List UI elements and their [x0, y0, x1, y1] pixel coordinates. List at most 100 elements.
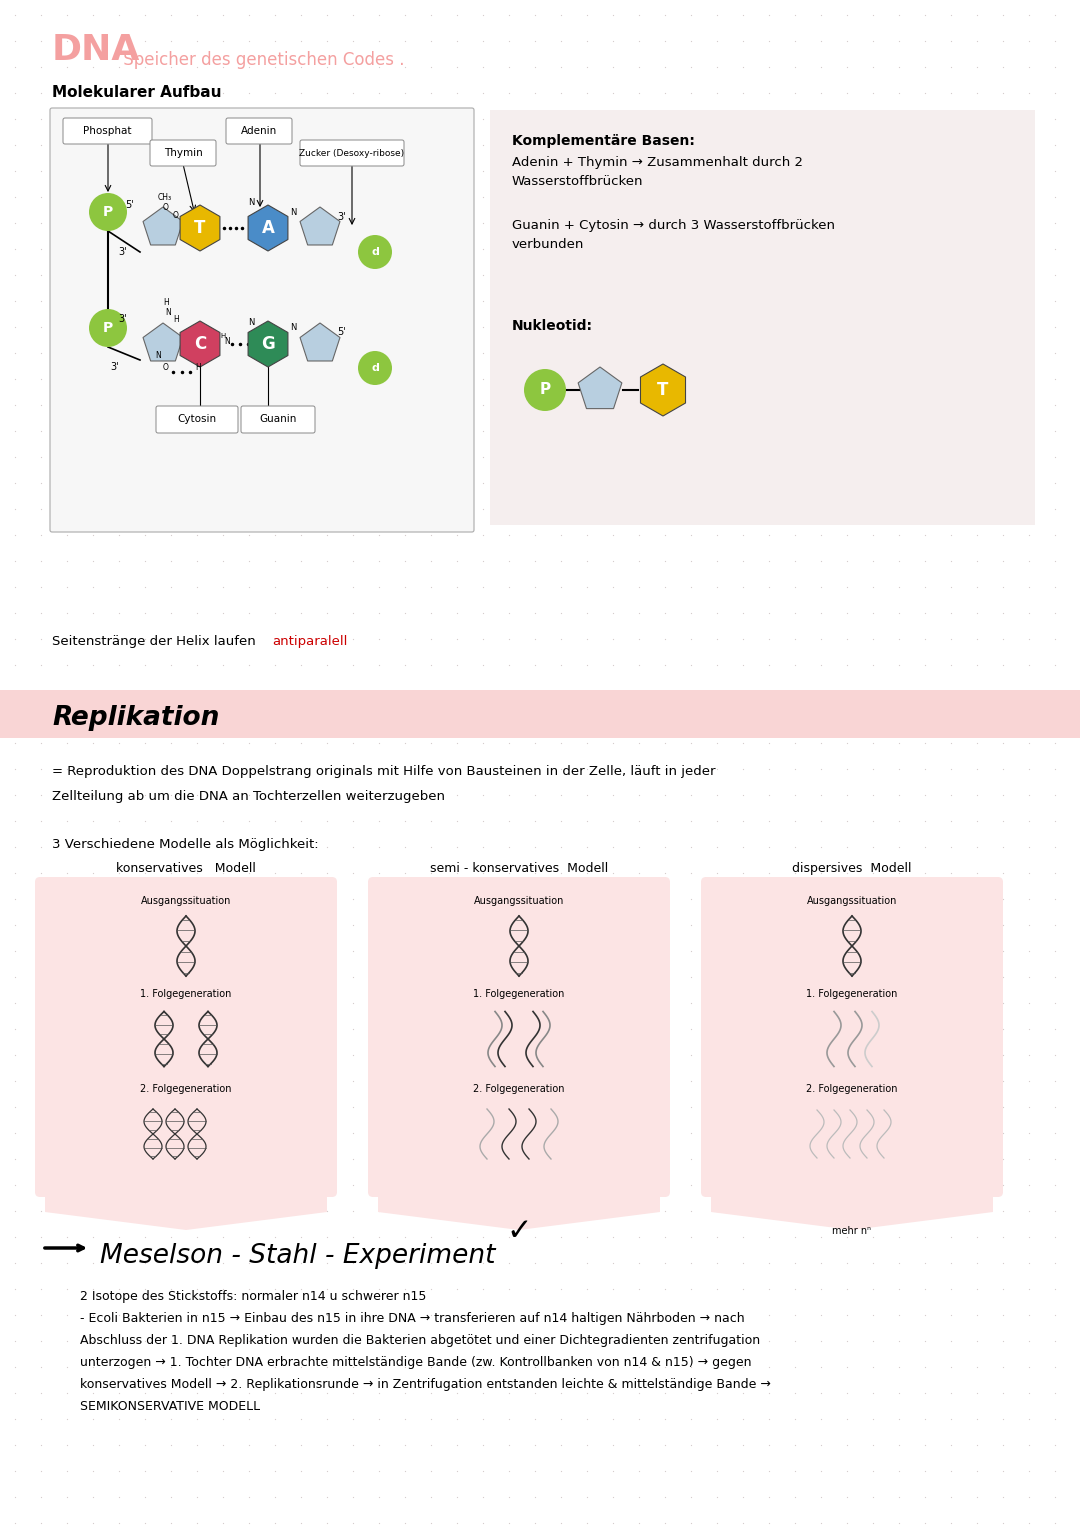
Text: Guanin + Cytosin → durch 3 Wasserstoffbrücken
verbunden: Guanin + Cytosin → durch 3 Wasserstoffbr…	[512, 220, 835, 252]
FancyBboxPatch shape	[156, 406, 238, 433]
Text: N: N	[224, 337, 230, 346]
FancyBboxPatch shape	[226, 117, 292, 143]
Text: Speicher des genetischen Codes .: Speicher des genetischen Codes .	[118, 50, 405, 69]
Text: G: G	[261, 336, 275, 352]
Text: ✓: ✓	[507, 1217, 531, 1246]
Polygon shape	[378, 1193, 660, 1231]
Text: Komplementäre Basen:: Komplementäre Basen:	[512, 134, 694, 148]
Polygon shape	[248, 204, 288, 252]
FancyBboxPatch shape	[0, 689, 1080, 738]
Polygon shape	[248, 320, 288, 368]
FancyBboxPatch shape	[300, 140, 404, 166]
Polygon shape	[180, 320, 220, 368]
Text: 2 Isotope des Stickstoffs: normaler n14 u schwerer n15: 2 Isotope des Stickstoffs: normaler n14 …	[80, 1290, 427, 1302]
Text: N: N	[248, 198, 255, 207]
Text: H: H	[195, 363, 201, 372]
Text: Phosphat: Phosphat	[83, 127, 132, 136]
Text: Ausgangssituation: Ausgangssituation	[807, 897, 897, 906]
Text: 3': 3'	[118, 247, 126, 258]
Text: C: C	[194, 336, 206, 352]
Text: semi - konservatives  Modell: semi - konservatives Modell	[430, 862, 608, 875]
Text: 2. Folgegeneration: 2. Folgegeneration	[140, 1084, 232, 1093]
Text: Meselson - Stahl - Experiment: Meselson - Stahl - Experiment	[100, 1243, 496, 1269]
Text: P: P	[103, 320, 113, 336]
Text: H-N: H-N	[247, 218, 260, 224]
Text: 5': 5'	[337, 326, 346, 337]
Text: - Ecoli Bakterien in n15 → Einbau des n15 in ihre DNA → transferieren auf n14 ha: - Ecoli Bakterien in n15 → Einbau des n1…	[80, 1312, 744, 1325]
Circle shape	[89, 194, 127, 230]
Text: P: P	[103, 204, 113, 220]
Text: konservatives Modell → 2. Replikationsrunde → in Zentrifugation entstanden leich: konservatives Modell → 2. Replikationsru…	[80, 1379, 771, 1391]
FancyBboxPatch shape	[63, 117, 152, 143]
Polygon shape	[143, 323, 183, 361]
Text: T: T	[658, 381, 669, 400]
Text: 1. Folgegeneration: 1. Folgegeneration	[140, 990, 232, 999]
Text: konservatives   Modell: konservatives Modell	[116, 862, 256, 875]
Text: P: P	[539, 383, 551, 398]
Polygon shape	[143, 207, 183, 246]
Text: Adenin: Adenin	[241, 127, 278, 136]
Text: Zellteilung ab um die DNA an Tochterzellen weiterzugeben: Zellteilung ab um die DNA an Tochterzell…	[52, 790, 445, 804]
Text: Molekularer Aufbau: Molekularer Aufbau	[52, 85, 221, 101]
Text: 1. Folgegeneration: 1. Folgegeneration	[473, 990, 565, 999]
Text: N: N	[165, 308, 171, 317]
FancyBboxPatch shape	[150, 140, 216, 166]
Text: T: T	[194, 220, 205, 236]
Text: A: A	[261, 220, 274, 236]
Text: Ausgangssituation: Ausgangssituation	[140, 897, 231, 906]
FancyBboxPatch shape	[701, 877, 1003, 1197]
Text: SEMIKONSERVATIVE MODELL: SEMIKONSERVATIVE MODELL	[80, 1400, 260, 1414]
FancyBboxPatch shape	[490, 110, 1035, 525]
Text: 2. Folgegeneration: 2. Folgegeneration	[807, 1084, 897, 1093]
Text: 3': 3'	[337, 212, 346, 223]
Text: Nukleotid:: Nukleotid:	[512, 319, 593, 332]
Polygon shape	[711, 1193, 993, 1231]
Circle shape	[524, 369, 566, 412]
Polygon shape	[640, 364, 686, 416]
Text: = Reproduktion des DNA Doppelstrang originals mit Hilfe von Bausteinen in der Ze: = Reproduktion des DNA Doppelstrang orig…	[52, 766, 715, 778]
Text: 3': 3'	[118, 314, 126, 323]
FancyBboxPatch shape	[50, 108, 474, 532]
Text: O: O	[163, 363, 168, 372]
Text: 3': 3'	[110, 361, 119, 372]
Text: Cytosin: Cytosin	[177, 415, 217, 424]
Text: 2. Folgegeneration: 2. Folgegeneration	[473, 1084, 565, 1093]
Text: unterzogen → 1. Tochter DNA erbrachte mittelständige Bande (zw. Kontrollbanken v: unterzogen → 1. Tochter DNA erbrachte mi…	[80, 1356, 752, 1369]
Circle shape	[89, 310, 127, 348]
Circle shape	[357, 235, 392, 268]
Text: Abschluss der 1. DNA Replikation wurden die Bakterien abgetötet und einer Dichte: Abschluss der 1. DNA Replikation wurden …	[80, 1334, 760, 1347]
Text: d: d	[372, 363, 379, 374]
Text: H: H	[163, 297, 168, 307]
Text: N: N	[156, 351, 161, 360]
Text: N: N	[291, 207, 296, 217]
Polygon shape	[300, 207, 340, 246]
Text: CH₃: CH₃	[158, 194, 172, 201]
Text: Seitenstränge der Helix laufen: Seitenstränge der Helix laufen	[52, 634, 260, 648]
Text: Thymin: Thymin	[164, 148, 202, 159]
FancyBboxPatch shape	[241, 406, 315, 433]
Text: H-N: H-N	[252, 336, 265, 342]
Text: antiparalell: antiparalell	[272, 634, 348, 648]
Text: dispersives  Modell: dispersives Modell	[793, 862, 912, 875]
Text: N: N	[248, 319, 255, 326]
Text: H: H	[173, 316, 179, 323]
Text: d: d	[372, 247, 379, 258]
FancyBboxPatch shape	[35, 877, 337, 1197]
Text: 1. Folgegeneration: 1. Folgegeneration	[807, 990, 897, 999]
Polygon shape	[180, 204, 220, 252]
Polygon shape	[45, 1193, 327, 1231]
Text: O: O	[173, 210, 179, 220]
Text: N: N	[291, 323, 296, 332]
Text: Guanin: Guanin	[259, 415, 297, 424]
Text: H: H	[220, 332, 226, 339]
Text: O: O	[163, 203, 168, 212]
FancyBboxPatch shape	[368, 877, 670, 1197]
Text: Adenin + Thymin → Zusammenhalt durch 2
Wasserstoffbrücken: Adenin + Thymin → Zusammenhalt durch 2 W…	[512, 156, 804, 188]
Polygon shape	[300, 323, 340, 361]
Polygon shape	[578, 368, 622, 409]
Circle shape	[357, 351, 392, 384]
Text: 3 Verschiedene Modelle als Möglichkeit:: 3 Verschiedene Modelle als Möglichkeit:	[52, 839, 319, 851]
Text: DNA: DNA	[52, 34, 140, 67]
Text: Ausgangssituation: Ausgangssituation	[474, 897, 564, 906]
Text: 5': 5'	[125, 200, 134, 210]
